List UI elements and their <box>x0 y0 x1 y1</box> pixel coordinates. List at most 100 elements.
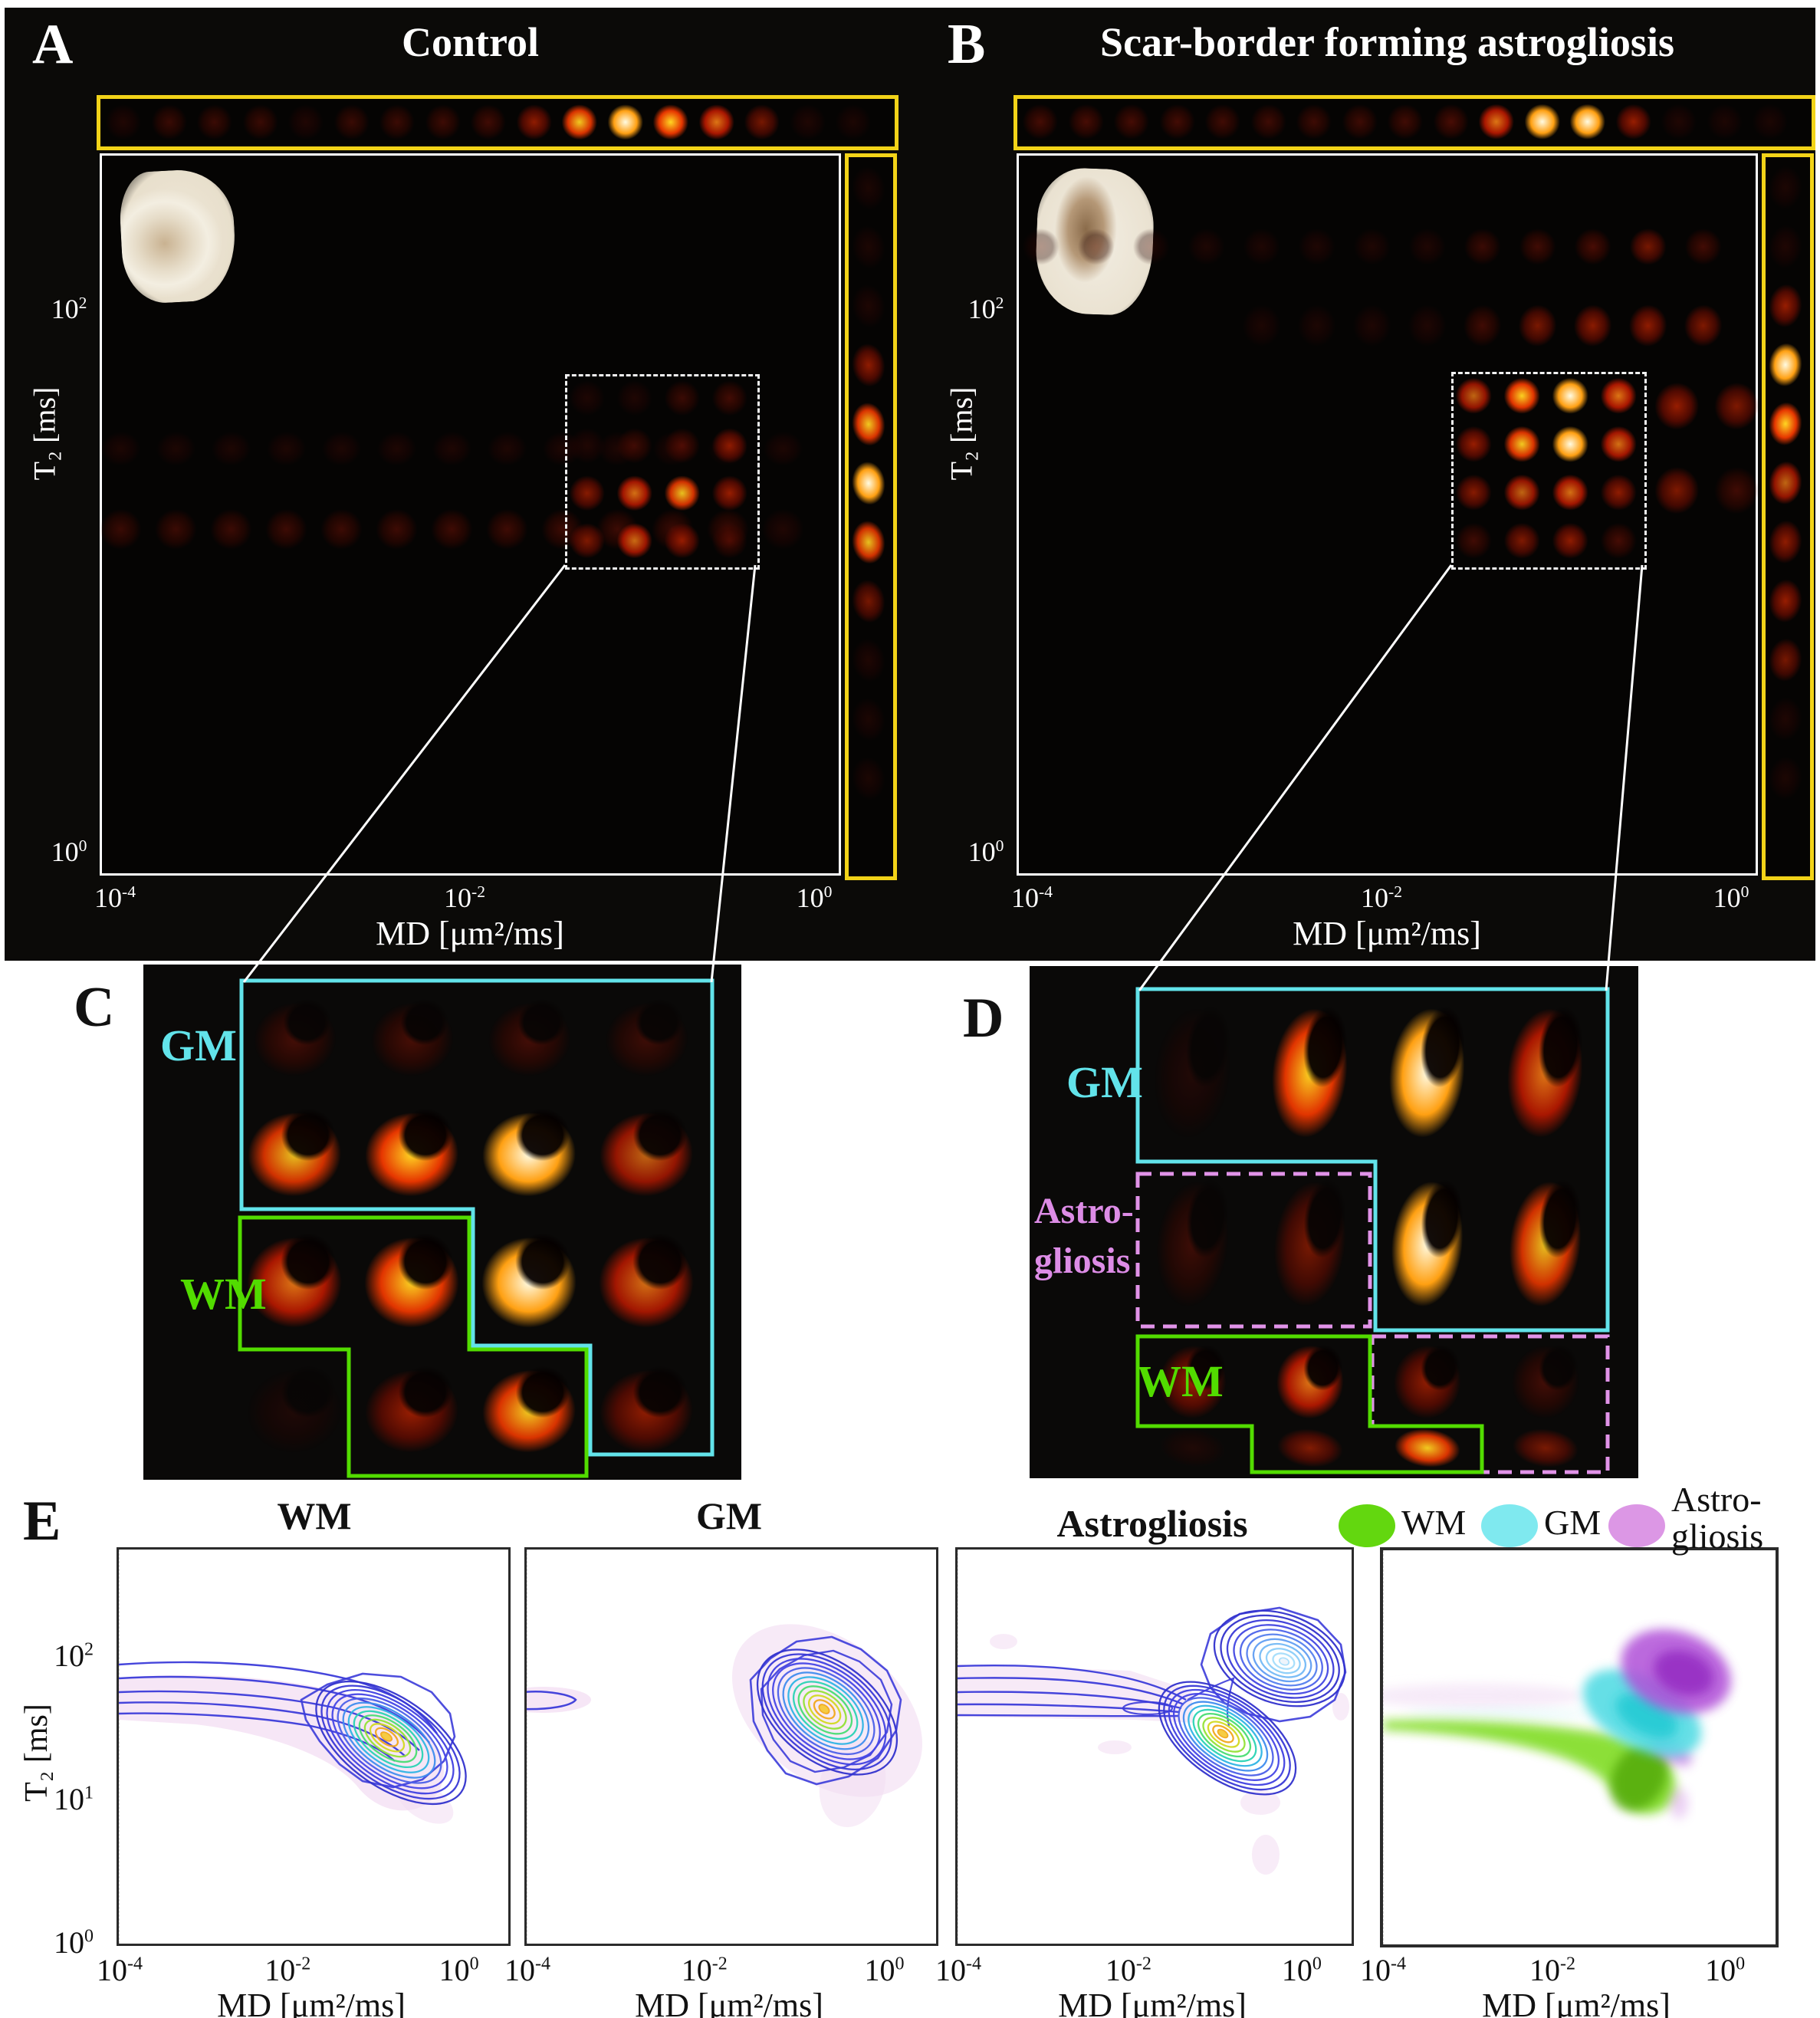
spectral-slice-image <box>1764 219 1810 274</box>
legend-gm-label: GM <box>1544 1503 1602 1542</box>
panel-d-letter: D <box>963 987 1004 1050</box>
panel-c-wm-label: WM <box>180 1269 267 1319</box>
spectral-slice-image <box>1109 99 1157 145</box>
panel-a-top-marginal-strip <box>97 95 899 150</box>
panel-b-x-axis-label: MD [μm²/ms] <box>1293 915 1481 952</box>
spectral-slice-image <box>785 98 833 146</box>
spectral-slice-image <box>1657 99 1704 145</box>
x-tick-label: 10-2 <box>1529 1953 1576 1987</box>
panel-d-wm-label: WM <box>1137 1356 1224 1406</box>
spectral-slice-image <box>329 98 377 146</box>
spectral-slice-image <box>146 98 195 146</box>
x-tick-label: 100 <box>1705 1953 1746 1987</box>
x-axis-label: MD [μm²/ms] <box>217 1987 406 2018</box>
x-tick-label: 100 <box>1713 882 1749 913</box>
spectral-slice-image <box>1764 574 1810 629</box>
axis-tick <box>0 57 2 67</box>
x-tick-label: 10-4 <box>94 882 136 913</box>
panel-d-zoom-grid: GM Astro- gliosis WM <box>1030 966 1638 1478</box>
panel-c-zoom-grid: GM WM <box>143 965 741 1480</box>
x-tick-label: 10-4 <box>1360 1953 1406 1987</box>
panel-a-right-marginal-strip <box>845 153 897 880</box>
x-tick-label: 10-2 <box>1361 882 1402 913</box>
panel-d-astrogliosis-label: Astro- gliosis <box>1034 1191 1134 1281</box>
y-tick-label: 100 <box>967 836 1004 867</box>
spectral-slice-image <box>1474 99 1522 145</box>
spectral-slice-image <box>1764 692 1810 747</box>
x-tick-label: 10-2 <box>444 882 485 913</box>
y-tick-label: 102 <box>54 1638 94 1673</box>
spectral-slice-image <box>420 98 468 146</box>
x-tick-label: 100 <box>1281 1953 1322 1987</box>
spectral-slice-image <box>1764 160 1810 215</box>
y-tick-label: 101 <box>54 1782 94 1816</box>
x-axis-label: MD [μm²/ms] <box>1058 1987 1247 2018</box>
spectral-slice-image <box>847 633 893 688</box>
y-tick-label: 100 <box>51 836 87 867</box>
panel-b-letter: B <box>948 13 986 76</box>
axis-tick <box>0 35 2 46</box>
panel-e-letter: E <box>23 1490 61 1553</box>
panel-c-letter: C <box>74 976 115 1039</box>
x-tick-label: 10-4 <box>935 1953 981 1987</box>
axis-tick <box>0 11 2 21</box>
spectral-slice-image <box>374 98 423 146</box>
panel-b-right-marginal-strip <box>1762 153 1814 880</box>
contour-graphics <box>958 1606 1349 1875</box>
spectral-slice-image <box>1764 751 1810 806</box>
spectral-slice-image <box>694 98 742 146</box>
x-tick-label: 10-4 <box>504 1953 550 1987</box>
spectral-slice-image <box>1337 99 1385 145</box>
spectral-slice-image <box>648 98 697 146</box>
x-tick-label: 10-4 <box>97 1953 143 1987</box>
spectral-slice-image <box>847 396 893 452</box>
spectral-slice-image <box>557 98 606 146</box>
spectral-slice-image <box>1519 99 1568 145</box>
contour-plot-gm <box>524 1547 938 1946</box>
spectral-slice-image <box>847 160 893 215</box>
spectral-slice-image <box>847 337 893 393</box>
spectral-slice-image <box>1246 99 1294 145</box>
spectral-slice-image <box>1764 278 1810 334</box>
spectral-slice-image <box>847 514 893 570</box>
spectral-slice-image <box>465 98 514 146</box>
spectral-slice-image <box>739 98 788 146</box>
spectral-slice-image <box>1018 99 1066 145</box>
contour-plot-wm <box>117 1547 511 1946</box>
spectral-slice-image <box>1565 99 1613 145</box>
y-tick-label: 102 <box>51 294 87 324</box>
panel-c-annotation-outlines <box>238 978 715 1478</box>
spectral-slice-image <box>847 751 893 806</box>
spectral-slice-image <box>1702 99 1750 145</box>
y-tick-label: 102 <box>967 294 1004 324</box>
panel-d-annotation-outlines <box>1135 987 1610 1474</box>
panel-a-x-axis-label: MD [μm²/ms] <box>376 915 564 952</box>
y-tick-label: 100 <box>54 1925 94 1960</box>
x-tick-label: 100 <box>439 1953 479 1987</box>
contour-plot-astrogliosis <box>955 1547 1354 1946</box>
axis-tick <box>0 46 2 57</box>
panel-a-zoom-region-box <box>565 374 760 570</box>
panel-b-zoom-region-box <box>1451 372 1647 570</box>
spectral-slice-image <box>238 98 286 146</box>
gridline-minor <box>1383 1550 1384 1944</box>
legend-gm-swatch <box>1481 1504 1538 1547</box>
contour-plot-overlay <box>1380 1547 1779 1947</box>
legend-astrogliosis-label: Astro- gliosis <box>1671 1480 1764 1556</box>
panel-e-title-astrogliosis: Astrogliosis <box>1056 1502 1248 1545</box>
spectral-slice-image <box>1292 99 1339 145</box>
spectral-slice-image <box>1155 99 1203 145</box>
gridline-minor <box>119 1550 120 1944</box>
spectral-slice-image <box>1201 99 1248 145</box>
spectral-slice-image <box>847 278 893 334</box>
spectral-slice-image <box>1383 99 1431 145</box>
spectral-slice-image <box>100 98 149 146</box>
x-axis-label: MD [μm²/ms] <box>635 1987 823 2018</box>
spectral-slice-image <box>1764 455 1810 511</box>
axis-tick <box>0 0 2 11</box>
tick-minor <box>958 1944 959 1946</box>
spectral-slice-image <box>847 219 893 274</box>
spectral-slice-image <box>511 98 560 146</box>
spectral-slice-image <box>1764 633 1810 688</box>
